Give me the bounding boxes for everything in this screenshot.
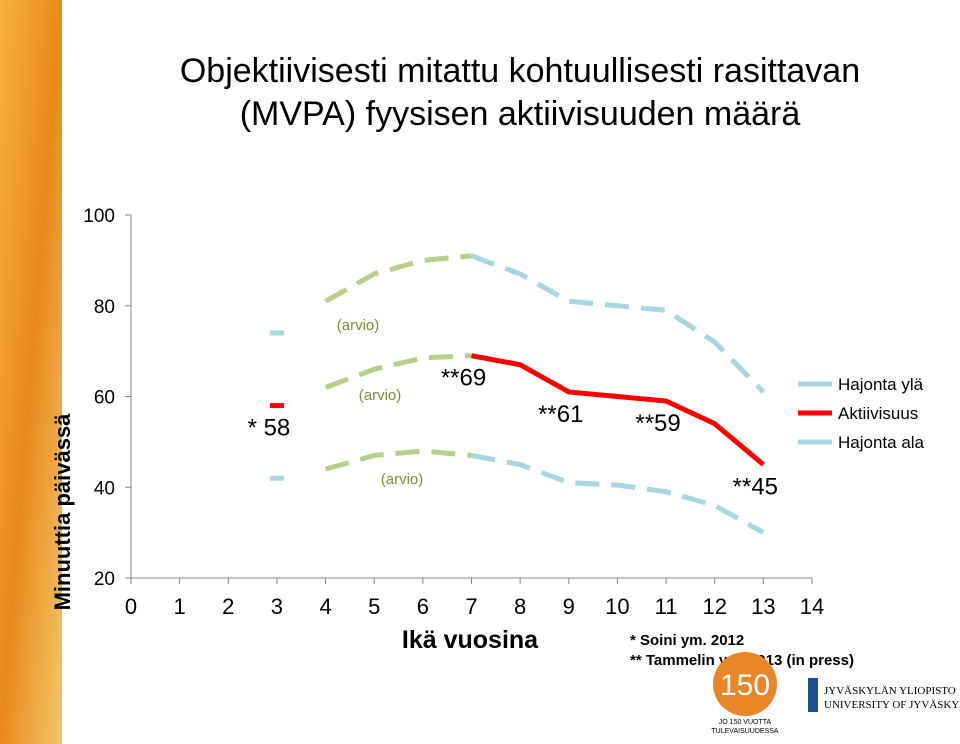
x-tick-label: 11: [655, 594, 678, 619]
x-tick-label: 13: [751, 594, 775, 619]
legend-label: Hajonta ylä: [838, 375, 924, 394]
logo-number: 150: [720, 669, 770, 702]
line: [324, 448, 472, 472]
anniversary-logo: 150 JO 150 VUOTTA TULEVAISUUDESSA: [711, 652, 779, 735]
data-label: **45: [733, 474, 778, 501]
y-tick-label: 20: [94, 569, 115, 590]
x-tick-label: 4: [319, 594, 331, 619]
x-tick-label: 3: [271, 594, 283, 619]
x-tick-label: 5: [368, 594, 380, 619]
logo-caption: JO 150 VUOTTA: [719, 719, 772, 726]
x-tick-label: 14: [800, 594, 824, 619]
line: [470, 253, 766, 394]
y-axis-label: Minuuttia päivässä: [50, 413, 75, 611]
data-label: * 58: [248, 415, 291, 442]
reference: * Soini ym. 2012: [630, 632, 744, 649]
x-tick-label: 6: [417, 594, 429, 619]
data-label: **59: [635, 410, 680, 437]
legend-label: Aktiivisuus: [838, 404, 918, 423]
x-tick-label: 2: [222, 594, 234, 619]
logo-circle: [713, 652, 777, 716]
logo-text: UNIVERSITY OF JYVÄSKYLÄ: [824, 699, 960, 711]
x-tick-label: 8: [514, 594, 526, 619]
x-tick-label: 0: [125, 594, 137, 619]
line: [471, 353, 765, 467]
y-tick-label: 80: [94, 297, 115, 318]
estimate-label: (arvio): [337, 317, 380, 334]
logo-torch: [808, 678, 818, 712]
legend-label: Hajonta ala: [838, 433, 925, 452]
logo-caption: TULEVAISUUDESSA: [711, 728, 778, 735]
estimate-label: (arvio): [359, 387, 402, 404]
line: [324, 253, 472, 304]
chart-title: Objektiivisesti mitattu kohtuullisesti r…: [180, 52, 860, 90]
logo-text: JYVÄSKYLÄN YLIOPISTO: [824, 685, 956, 697]
line: [324, 353, 472, 390]
y-tick-label: 100: [83, 206, 115, 227]
university-logo: JYVÄSKYLÄN YLIOPISTO UNIVERSITY OF JYVÄS…: [808, 678, 960, 712]
x-axis-label: Ikä vuosina: [402, 626, 539, 654]
x-tick-label: 12: [702, 594, 726, 619]
estimate-label: (arvio): [381, 471, 424, 488]
data-label: **61: [538, 401, 583, 428]
y-tick-label: 40: [94, 478, 115, 499]
x-tick-label: 7: [465, 594, 477, 619]
x-tick-label: 1: [174, 594, 186, 619]
y-tick-label: 60: [94, 388, 115, 409]
data-label: **69: [441, 365, 486, 392]
background-strip: [0, 0, 62, 744]
x-tick-label: 10: [605, 594, 629, 619]
line: [471, 453, 765, 535]
x-tick-label: 9: [563, 594, 575, 619]
chart-title: (MVPA) fyysisen aktiivisuuden määrä: [240, 95, 801, 133]
